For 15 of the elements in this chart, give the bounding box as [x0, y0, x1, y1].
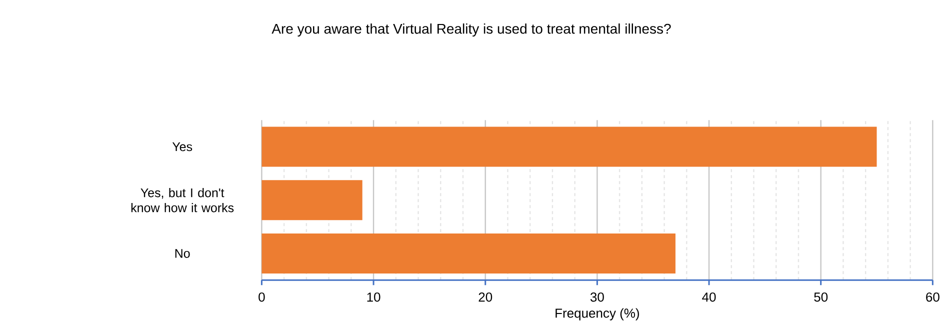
- bar: [262, 126, 877, 167]
- y-tick-label: Yes: [172, 142, 192, 152]
- y-tick-label: No: [175, 249, 190, 258]
- x-tick-label: 60: [926, 292, 940, 302]
- x-tick-label: 10: [367, 292, 380, 302]
- y-tick-label: Yes, but I don't know how it works: [131, 188, 234, 212]
- x-tick-label: 50: [814, 292, 828, 302]
- bar: [262, 233, 676, 274]
- x-axis-title: Frequency (%): [556, 308, 639, 320]
- x-tick-label: 0: [258, 292, 265, 302]
- chart-title: Are you aware that Virtual Reality is used to treat mental illness?: [272, 23, 671, 37]
- bar: [262, 180, 362, 220]
- x-tick-label: 30: [590, 292, 604, 302]
- x-tick-label: 20: [478, 292, 492, 302]
- x-tick-label: 40: [702, 292, 716, 302]
